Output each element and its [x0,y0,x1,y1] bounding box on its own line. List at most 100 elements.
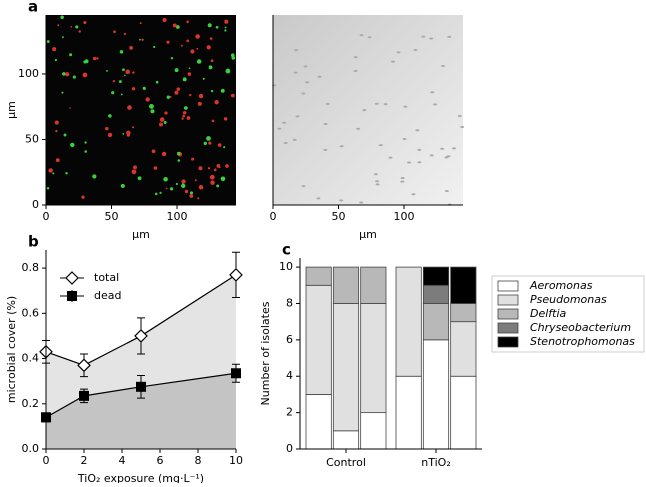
legend-label: Chryseobacterium [530,321,631,334]
cell-dot [177,159,181,162]
cell-dot [141,38,144,41]
cell-dot [211,119,215,123]
cell-dot [196,59,202,64]
y-tick-label: 0.0 [22,442,40,455]
group-label: nTiO₂ [421,456,450,469]
cell-spot [359,201,364,204]
cell-dot [162,17,167,23]
cell-dot [122,68,125,72]
cell-dot [210,89,214,93]
cell-dot [57,24,60,27]
bar-segment [395,375,422,450]
cell-dot [225,68,231,74]
y-tick-label: 50 [25,132,39,145]
legend-label: Delftia [530,307,567,320]
cell-spot [301,185,306,188]
cell-spot [378,144,383,147]
bar-segment [305,284,332,395]
cell-dot [186,39,190,43]
marker [229,268,243,282]
cell-spot [429,37,434,40]
cell-dot [139,22,142,25]
cell-dot [83,20,87,25]
cell-dot [230,93,235,98]
cell-spot [429,154,434,157]
cell-dot [131,169,137,175]
cell-dot [163,176,168,182]
cell-dot [224,19,229,24]
cell-dot [183,106,188,110]
legend-label: Stenotrophomonas [530,335,635,348]
cell-dot [113,30,116,34]
cell-dot [81,195,85,199]
line [45,372,237,418]
x-axis-label: μm [359,228,377,241]
cell-dot [182,77,187,82]
x-tick-label: 2 [81,454,88,467]
y-axis-label: microbial cover (%) [5,296,18,403]
legend-swatch [497,308,519,320]
y-tick-label: 100 [18,67,39,80]
bar-segment [332,266,360,304]
cell-spot [339,145,344,148]
legend-swatch [497,336,519,348]
marker [79,390,89,401]
cell-dot [198,185,204,190]
cell-spot [375,183,380,186]
marker [231,368,241,379]
area [46,373,236,449]
cell-dot [83,60,87,64]
cell-dot [61,91,64,94]
bar-segment [305,266,332,286]
cell-spot [277,127,282,130]
cell-dot [92,174,97,179]
x-tick-label: 0 [270,210,277,223]
bar-segment [450,375,477,450]
legend-label: Pseudomonas [530,293,607,306]
cell-dot [189,193,194,198]
cell-dot [133,165,138,170]
cell-dot [52,172,55,175]
cell-dot [55,129,58,133]
x-tick-label: 0 [43,454,50,467]
cell-dot [174,90,179,95]
cell-dot [217,143,222,147]
legend-marker [67,291,77,301]
cell-spot [430,91,435,94]
cell-spot [295,115,300,118]
cell-dot [181,183,186,189]
cell-dot [210,180,215,185]
cell-dot [161,151,167,157]
cell-spot [390,60,395,63]
y-tick-label: 2 [286,406,293,419]
cell-dot [119,50,124,54]
cell-dot [220,88,225,93]
cell-dot [111,91,115,95]
cell-spot [417,161,422,164]
cell-spot [367,36,372,39]
cell-spot [283,142,288,145]
cell-spot [457,115,462,118]
y-axis-label: Number of isolates [259,301,272,405]
cell-spot [303,65,308,68]
cell-dot [65,172,68,175]
cell-dot [224,29,227,32]
y-tick-label: 0.8 [22,261,40,274]
cell-dot [127,105,132,110]
cell-dot [75,25,79,29]
y-tick-label: 8 [286,296,293,309]
x-tick-label: 6 [157,454,164,467]
x-tick-label: 50 [332,210,346,223]
x-tick-label: 8 [195,454,202,467]
line [45,274,237,366]
bar-segment [332,430,360,450]
bar-segment [422,266,450,286]
cell-spot [316,197,321,200]
cell-dot [223,146,226,149]
cell-dot [203,141,207,146]
cell-dot [159,117,165,122]
cell-dot [187,72,192,76]
cell-spot [383,103,388,106]
cell-dot [107,132,113,138]
